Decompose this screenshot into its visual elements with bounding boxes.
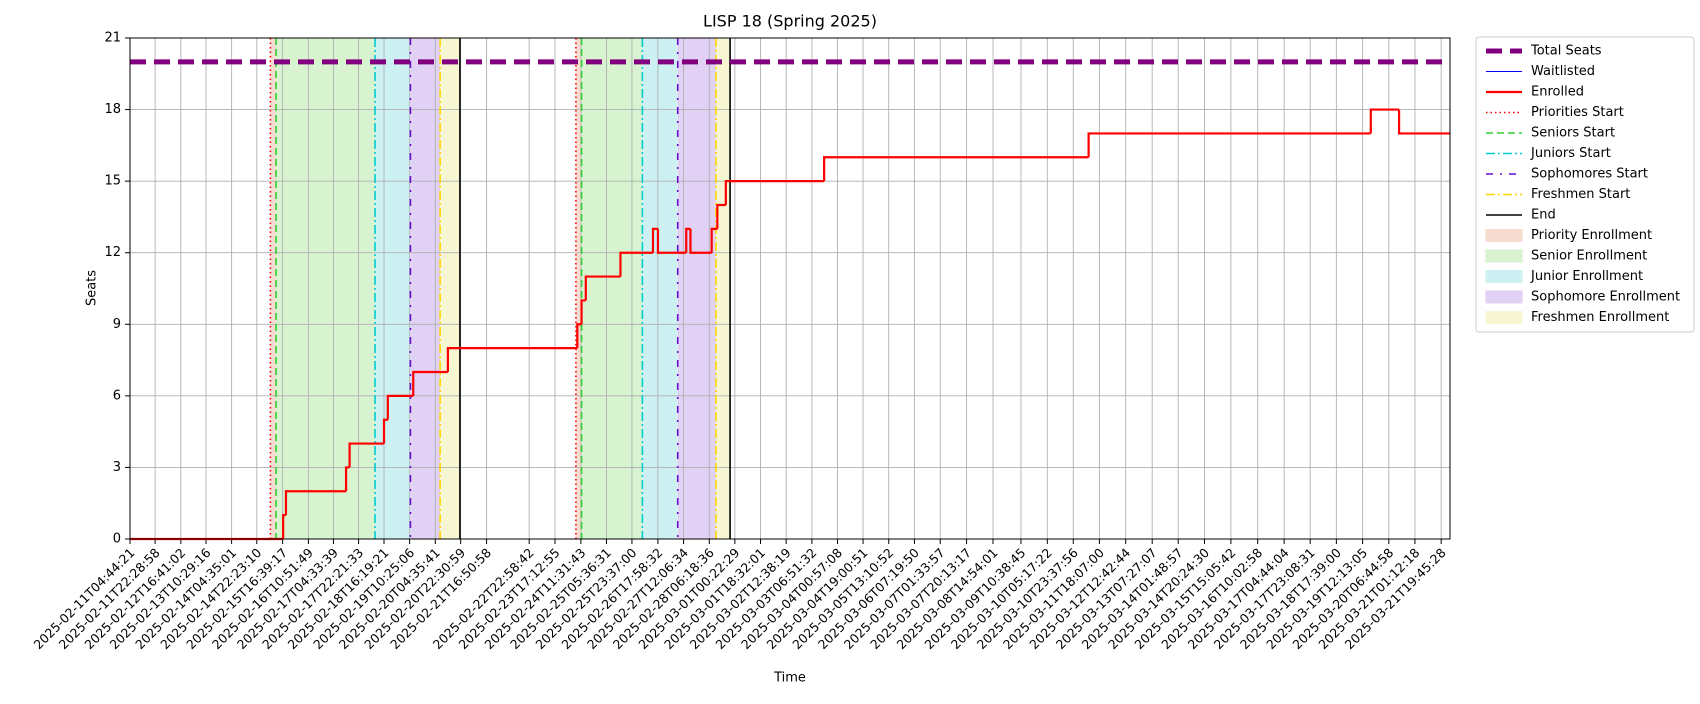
legend-handle — [1485, 311, 1523, 324]
legend-label: Freshmen Start — [1531, 187, 1630, 202]
legend-label: Senior Enrollment — [1531, 249, 1647, 264]
legend-label: Seniors Start — [1531, 126, 1615, 141]
enrolled-step — [656, 228, 687, 254]
enrolled-step — [651, 227, 658, 253]
enrolled-step — [382, 418, 388, 444]
y-tick-label: 9 — [113, 317, 121, 332]
enrolled-step — [412, 370, 448, 396]
y-tick-label: 3 — [113, 460, 121, 475]
enrollment-span — [715, 38, 731, 539]
enrollment-span — [270, 38, 277, 539]
legend-label: Juniors Start — [1530, 146, 1611, 161]
chart-title: LISP 18 (Spring 2025) — [703, 12, 877, 31]
legend: Total Seats Waitlisted Enrolled Priorities … — [1475, 36, 1695, 333]
y-tick-label: 18 — [104, 102, 121, 117]
legend-label: Junior Enrollment — [1530, 269, 1643, 284]
enrolled-step — [1369, 108, 1400, 134]
enrolled-step — [724, 180, 825, 205]
enrolled-step — [716, 203, 726, 229]
x-axis-label: Time — [773, 671, 806, 686]
legend-label: Priorities Start — [1531, 105, 1624, 120]
y-tick-label: 15 — [104, 174, 121, 189]
enrollment-span — [440, 38, 460, 539]
legend-label: Enrolled — [1531, 85, 1584, 100]
enrolled-step — [580, 299, 586, 325]
legend-label: Waitlisted — [1531, 64, 1595, 79]
enrolled-step — [584, 275, 621, 301]
legend-label: Total Seats — [1530, 44, 1602, 59]
enrolled-step — [348, 442, 385, 468]
legend-box — [1475, 36, 1695, 333]
enrollment-span — [375, 38, 411, 539]
enrollment-span — [575, 38, 582, 539]
y-tick-label: 12 — [104, 245, 121, 260]
enrolled-step — [1087, 132, 1371, 158]
legend-label: Sophomore Enrollment — [1531, 290, 1680, 305]
enrolled-step — [710, 227, 718, 253]
plot-frame — [129, 37, 1451, 540]
enrolled-step — [576, 323, 582, 349]
enrolled-step — [689, 228, 712, 254]
legend-handle — [1485, 290, 1523, 304]
enrolled-step — [282, 514, 286, 539]
legend-handle — [1485, 249, 1523, 263]
y-tick-label: 0 — [113, 532, 121, 547]
enrolled-step — [619, 251, 653, 277]
enrolled-step — [685, 227, 691, 253]
legend-label: Freshmen Enrollment — [1531, 310, 1669, 325]
enrolled-step — [823, 156, 1089, 182]
y-tick-label: 6 — [113, 388, 121, 403]
enrollment-span — [642, 38, 678, 539]
legend-handle — [1485, 270, 1523, 283]
y-tick-label: 21 — [104, 31, 121, 46]
legend-label: Sophomores Start — [1531, 167, 1648, 182]
legend-label: End — [1531, 208, 1556, 223]
enrolled-step — [446, 347, 578, 372]
y-axis-label: Seats — [85, 270, 100, 306]
legend-handle — [1485, 229, 1523, 242]
enrolled-step — [284, 490, 347, 516]
enrolled-step — [344, 466, 350, 492]
enrollment-span — [581, 38, 643, 539]
legend-label: Priority Enrollment — [1531, 228, 1652, 243]
enrolled-step — [1397, 109, 1450, 135]
enrollment-span — [276, 38, 376, 539]
enrolled-step — [386, 394, 414, 420]
